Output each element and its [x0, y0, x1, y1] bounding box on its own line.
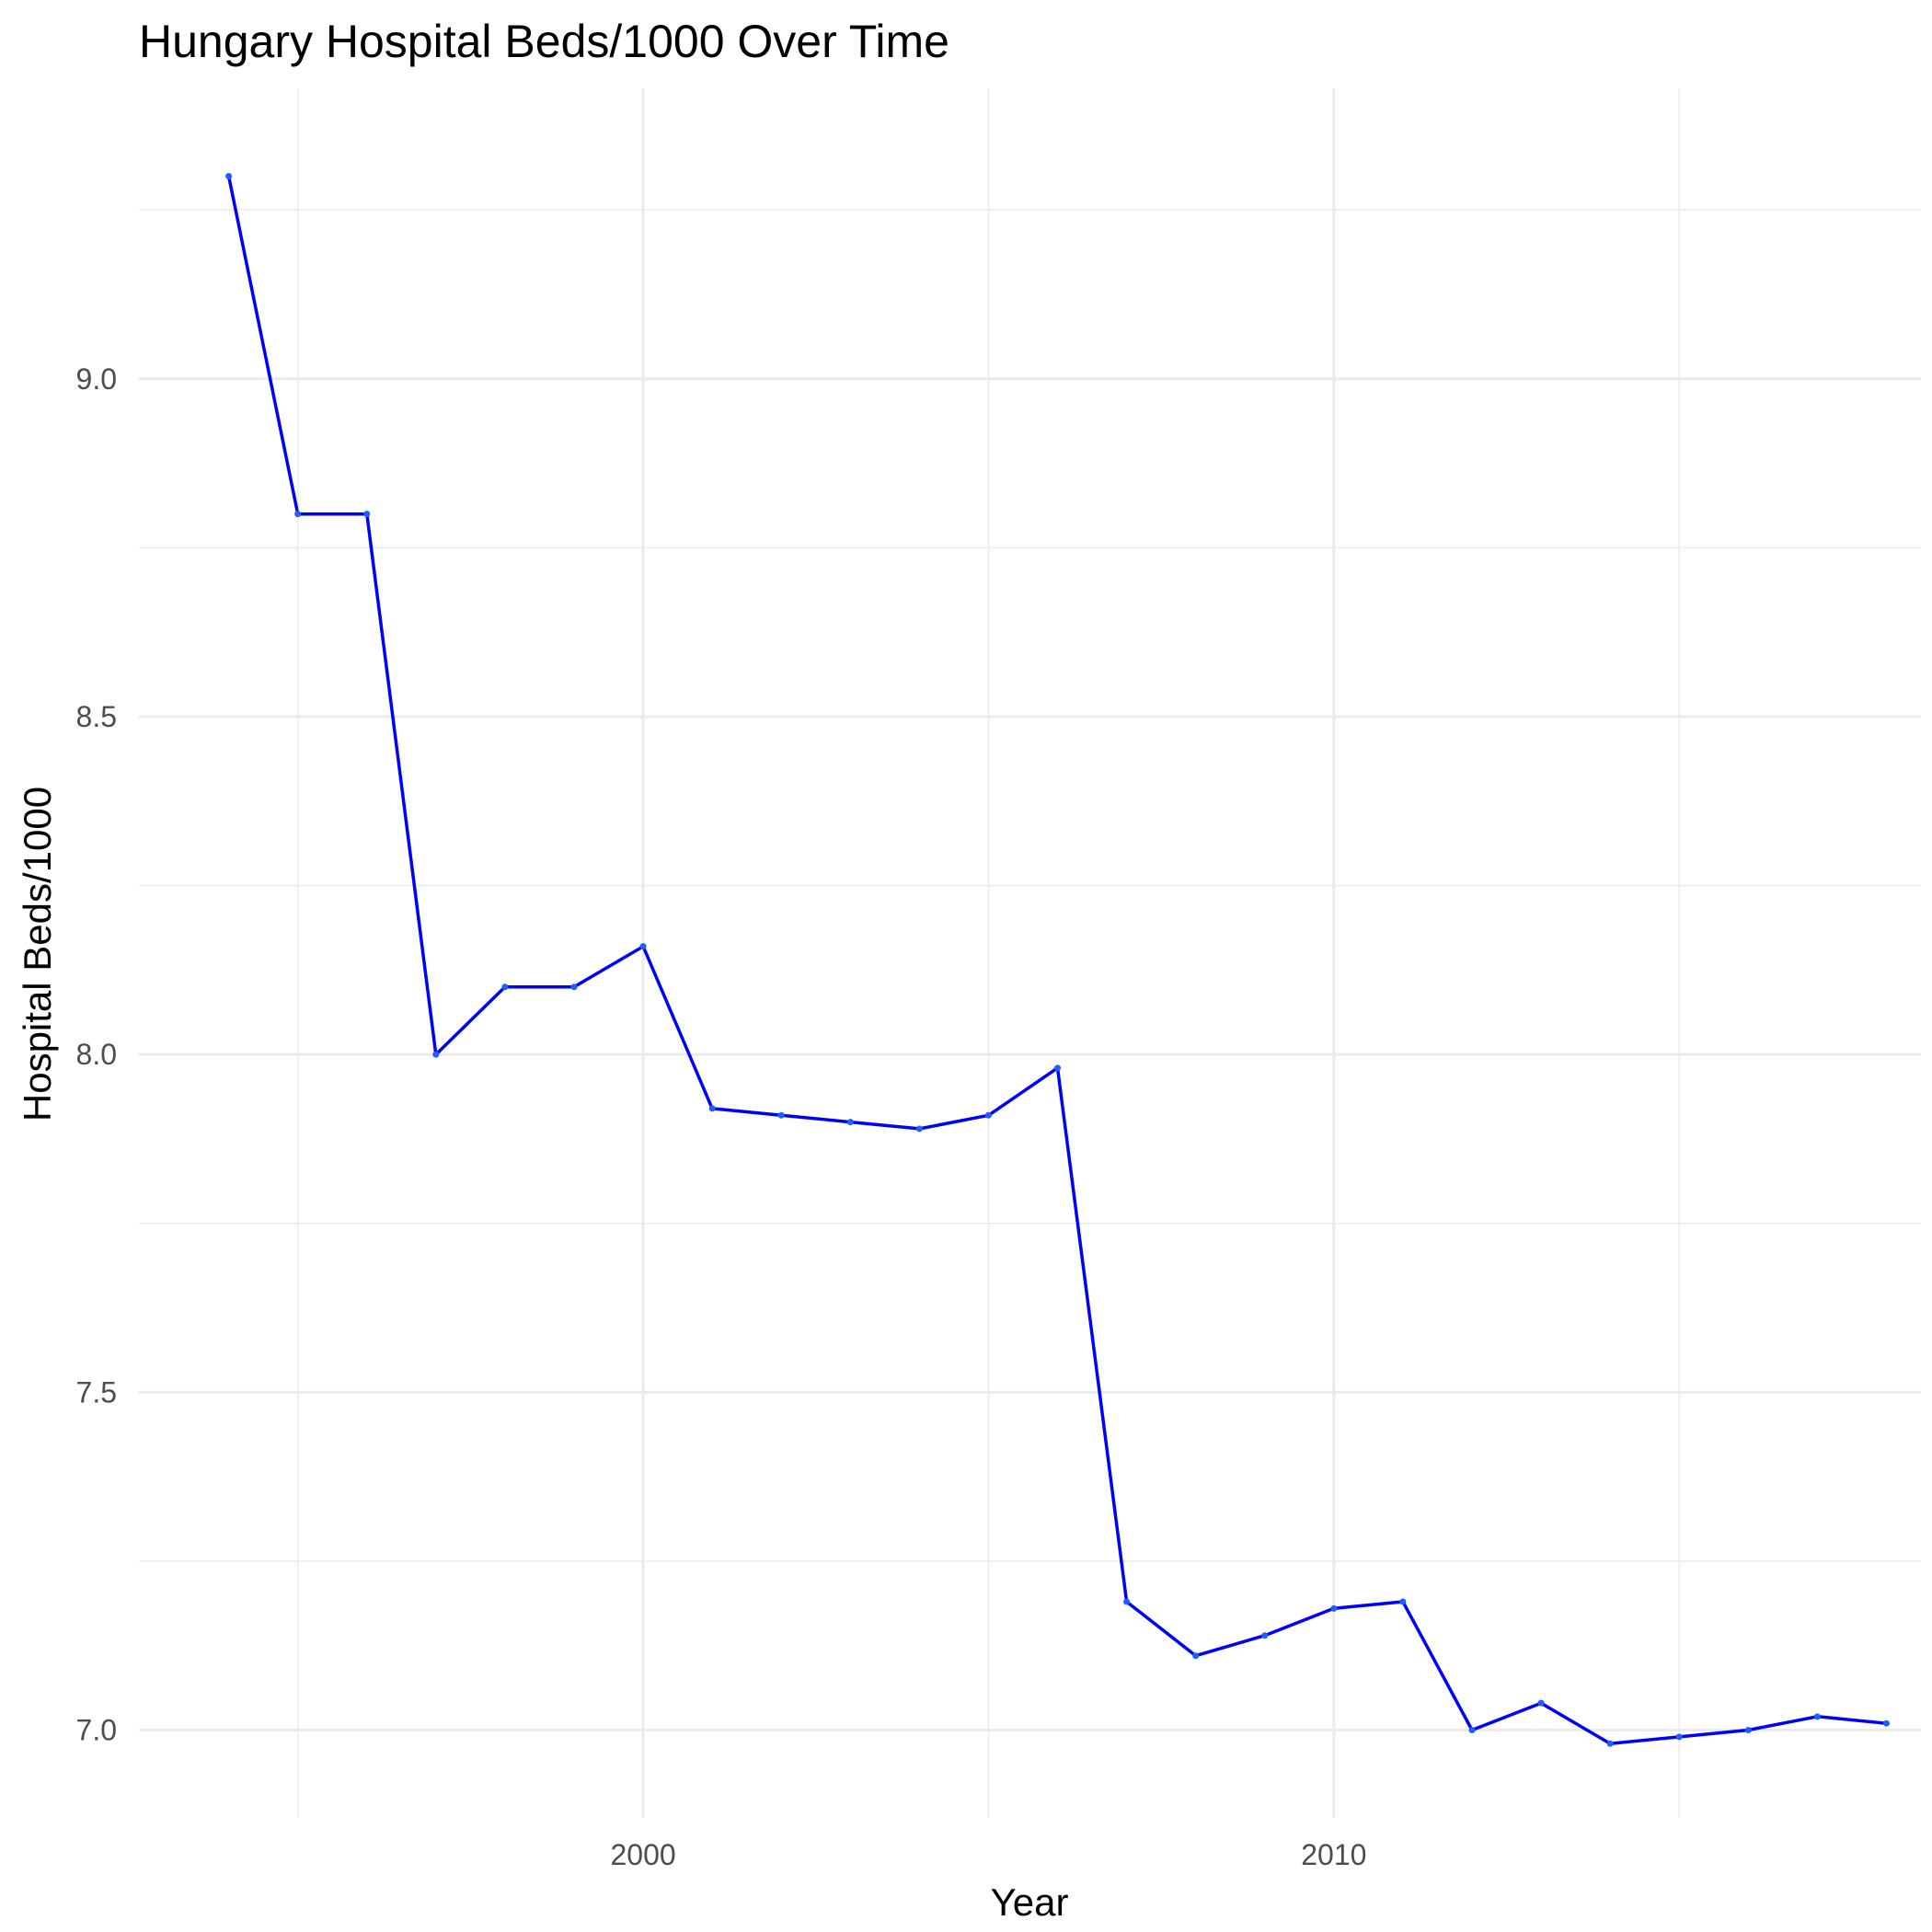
data-point [1813, 1713, 1821, 1720]
data-point [432, 1051, 440, 1058]
data-point [294, 511, 302, 518]
data-point [1744, 1727, 1752, 1734]
data-point [1537, 1699, 1545, 1707]
y-tick-label: 8.0 [76, 1038, 117, 1071]
y-tick-label: 9.0 [76, 362, 117, 396]
data-point [501, 983, 509, 991]
data-point [1261, 1632, 1269, 1639]
grid-lines [139, 88, 1921, 1818]
series-line [226, 176, 1887, 1745]
x-tick-label: 2010 [1301, 1838, 1366, 1871]
data-point [1468, 1727, 1476, 1734]
data-point [570, 983, 578, 991]
data-point [1675, 1733, 1683, 1741]
data-point [984, 1111, 992, 1119]
y-tick-label: 8.5 [76, 700, 117, 733]
data-point [1054, 1064, 1062, 1072]
data-point [1192, 1652, 1200, 1660]
y-tick-label: 7.5 [76, 1375, 117, 1409]
y-axis-title: Hospital Beds/1000 [16, 787, 59, 1121]
x-tick-label: 2000 [610, 1838, 675, 1871]
data-point [1399, 1598, 1407, 1605]
data-point [225, 172, 233, 179]
data-point [777, 1111, 785, 1119]
data-point [846, 1119, 854, 1126]
data-point [1123, 1598, 1131, 1605]
data-point [915, 1125, 923, 1133]
data-point [708, 1105, 716, 1112]
data-point [363, 511, 371, 518]
tick-labels: 7.0 7.5 8.0 8.5 9.0 2000 2010 [76, 362, 1367, 1871]
chart-title: Hungary Hospital Beds/1000 Over Time [139, 16, 949, 67]
data-point [1882, 1719, 1890, 1727]
y-tick-label: 7.0 [76, 1714, 117, 1747]
data-point [639, 943, 647, 950]
x-axis-title: Year [991, 1880, 1069, 1924]
data-point [1330, 1604, 1338, 1612]
series-layer [225, 172, 1890, 1747]
data-point [1606, 1740, 1614, 1747]
